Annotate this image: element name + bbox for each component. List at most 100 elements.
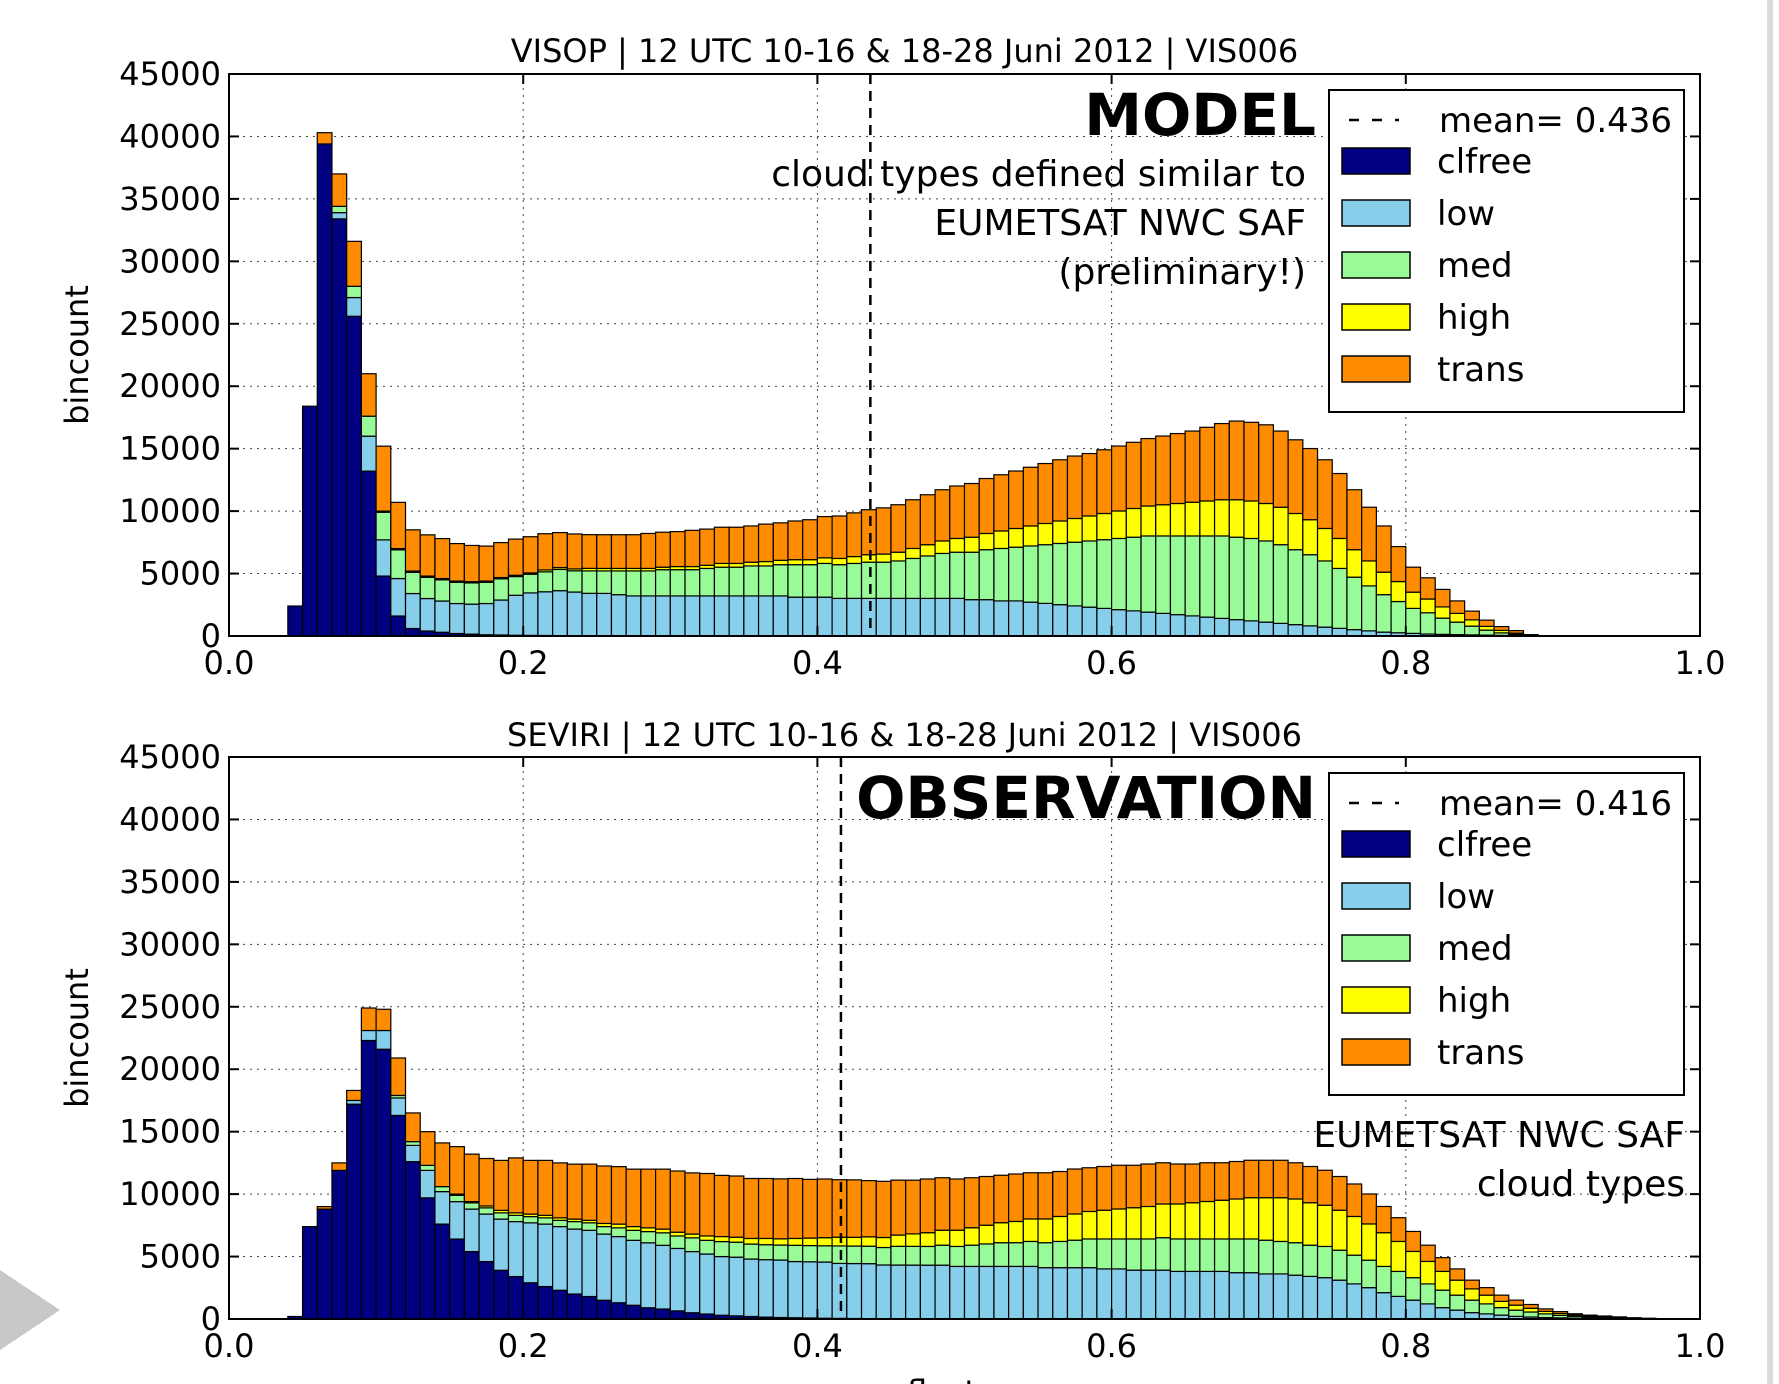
bar-low — [816, 596, 833, 637]
chart-title: VISOP | 12 UTC 10-16 & 18-28 Juni 2012 |… — [511, 32, 1299, 70]
bar-med — [669, 1235, 686, 1250]
bar-med — [449, 1194, 465, 1203]
bar-med — [1199, 1238, 1216, 1273]
bar-high — [1213, 499, 1230, 537]
bar-trans — [566, 1163, 583, 1220]
y-tick-label: 10000 — [119, 492, 221, 530]
bar-med — [654, 569, 671, 597]
bar-med — [669, 569, 686, 597]
y-axis-label: bincount — [58, 968, 96, 1108]
bar-low — [390, 577, 407, 617]
bar-high — [1464, 619, 1480, 627]
bar-med — [1140, 535, 1157, 613]
bar-med — [802, 1244, 819, 1263]
bar-med — [1346, 576, 1363, 631]
bar-high — [772, 1238, 789, 1246]
bar-trans — [1419, 1244, 1436, 1263]
bar-med — [1096, 539, 1113, 609]
bar-clfree — [301, 405, 318, 637]
bar-low — [507, 1220, 524, 1278]
bar-med — [390, 549, 407, 580]
x-tick-label: 0.8 — [1380, 644, 1431, 682]
bar-med — [890, 560, 907, 600]
bar-trans — [404, 529, 421, 572]
bar-high — [1302, 1202, 1319, 1246]
bar-med — [1302, 1244, 1319, 1278]
bar-trans — [1022, 1172, 1039, 1220]
bar-low — [669, 595, 686, 637]
bar-high — [993, 530, 1010, 550]
bar-trans — [404, 1112, 421, 1143]
bar-trans — [1434, 588, 1451, 608]
bar-high — [1037, 522, 1054, 546]
bar-med — [654, 1232, 671, 1246]
bar-trans — [713, 526, 730, 565]
bar-med — [434, 579, 451, 602]
bar-high — [1155, 1203, 1172, 1239]
bar-low — [1228, 1272, 1245, 1320]
bar-high — [1346, 549, 1363, 578]
bar-trans — [669, 1170, 686, 1233]
bar-med — [640, 1230, 657, 1244]
bar-low — [699, 595, 716, 637]
bar-high — [1419, 598, 1436, 614]
bar-low — [1096, 1268, 1113, 1320]
bar-low — [919, 1264, 936, 1320]
bar-med — [1508, 1309, 1525, 1317]
bar-trans — [949, 485, 966, 540]
x-tick-label: 0.2 — [498, 644, 549, 682]
bar-high — [1184, 1202, 1201, 1240]
bar-trans — [478, 545, 495, 582]
bar-med — [1375, 1265, 1392, 1294]
legend-label-high: high — [1437, 981, 1511, 1021]
bar-trans — [757, 523, 774, 563]
bar-trans — [1155, 1162, 1172, 1205]
bar-low — [743, 1258, 760, 1318]
bar-high — [1390, 580, 1407, 603]
bar-low — [404, 1144, 421, 1163]
bar-high — [1125, 1207, 1142, 1240]
bar-med — [993, 547, 1010, 602]
bar-high — [816, 1237, 833, 1247]
bar-trans — [463, 1153, 480, 1203]
bar-high — [1434, 606, 1451, 619]
bar-trans — [522, 536, 539, 574]
bar-high — [1405, 591, 1422, 609]
bar-med — [493, 1212, 510, 1220]
bar-low — [993, 1265, 1010, 1320]
right-edge-bar — [1767, 0, 1773, 1384]
bar-low — [640, 1242, 657, 1309]
bar-low — [640, 595, 657, 637]
bar-trans — [669, 530, 686, 568]
legend-swatch-low — [1341, 199, 1411, 227]
bar-med — [493, 578, 510, 601]
legend-swatch-clfree — [1341, 830, 1411, 858]
bar-med — [949, 551, 966, 600]
bar-trans — [1066, 1168, 1083, 1215]
bar-med — [1258, 540, 1275, 623]
y-tick-label: 5000 — [140, 1238, 221, 1276]
bar-high — [1258, 502, 1275, 542]
bar-trans — [552, 531, 568, 569]
bar-trans — [316, 132, 333, 145]
bar-high — [1361, 1223, 1377, 1261]
bar-low — [1213, 1270, 1230, 1320]
bar-med — [713, 1240, 730, 1258]
bar-high — [963, 536, 980, 553]
bar-low — [757, 1259, 774, 1318]
bar-med — [905, 1245, 921, 1266]
bar-trans — [1287, 1162, 1304, 1200]
bar-low — [802, 596, 819, 637]
bar-high — [993, 1222, 1010, 1244]
x-tick-label: 0.2 — [498, 1327, 549, 1365]
legend-label-med: med — [1437, 929, 1513, 969]
bar-high — [1405, 1250, 1422, 1279]
bar-med — [1213, 1238, 1230, 1273]
bar-trans — [1169, 1163, 1186, 1205]
y-tick-label: 20000 — [119, 367, 221, 405]
bar-trans — [493, 541, 510, 579]
bar-low — [1302, 1275, 1319, 1320]
bar-high — [1272, 1197, 1289, 1243]
bar-low — [1052, 604, 1069, 637]
bar-low — [522, 1222, 539, 1284]
